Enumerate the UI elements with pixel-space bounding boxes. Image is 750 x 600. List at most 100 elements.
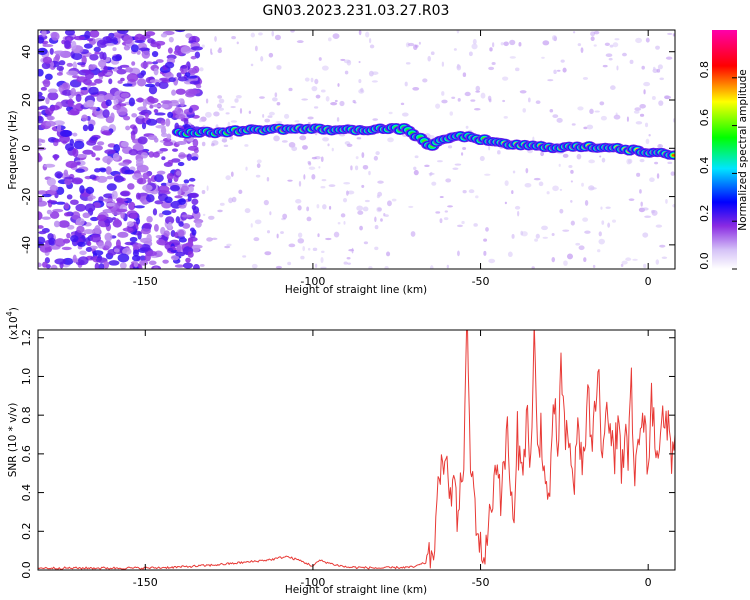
- noise-blob: [187, 145, 199, 151]
- noise-blob: [407, 42, 415, 47]
- noise-blob: [462, 146, 467, 150]
- noise-blob: [475, 90, 481, 93]
- noise-blob: [64, 178, 72, 186]
- noise-blob: [85, 82, 97, 86]
- noise-blob: [106, 202, 115, 207]
- noise-blob: [449, 111, 454, 116]
- noise-blob: [503, 41, 509, 47]
- noise-blob: [188, 185, 195, 193]
- noise-blob: [211, 143, 215, 147]
- snr-frame: [37, 329, 676, 571]
- noise-blob: [96, 94, 106, 103]
- noise-blob: [142, 184, 153, 192]
- noise-blob: [53, 154, 58, 161]
- x-tick-label: -50: [472, 576, 490, 589]
- noise-blob: [436, 160, 443, 163]
- noise-blob: [374, 224, 379, 230]
- noise-blob: [171, 158, 181, 163]
- noise-blob: [112, 104, 121, 111]
- noise-blob: [79, 250, 87, 256]
- noise-blob: [219, 202, 225, 206]
- noise-blob: [174, 30, 186, 33]
- noise-blob: [451, 96, 456, 100]
- noise-blob: [189, 227, 195, 233]
- noise-blob: [116, 68, 127, 75]
- noise-blob: [191, 204, 197, 211]
- noise-blob: [514, 205, 521, 210]
- noise-blob: [311, 85, 318, 92]
- noise-blob: [460, 152, 464, 156]
- noise-blob: [642, 232, 649, 238]
- noise-blob: [49, 211, 60, 219]
- noise-blob: [54, 171, 64, 179]
- noise-blob: [230, 171, 234, 177]
- noise-blob: [156, 170, 166, 175]
- noise-blob: [328, 205, 332, 210]
- noise-blob: [502, 99, 506, 103]
- noise-blob: [66, 62, 73, 67]
- noise-blob: [167, 47, 173, 54]
- noise-blob: [117, 253, 130, 263]
- noise-blob: [670, 171, 675, 176]
- noise-blob: [517, 210, 520, 217]
- noise-blob: [439, 196, 444, 199]
- noise-blob: [186, 153, 192, 161]
- noise-blob: [44, 107, 54, 115]
- noise-blob: [266, 230, 271, 234]
- noise-blob: [208, 215, 215, 220]
- noise-blob: [322, 204, 327, 210]
- noise-blob: [38, 138, 44, 143]
- noise-blob: [46, 177, 56, 187]
- noise-blob: [251, 263, 258, 269]
- noise-blob: [163, 141, 174, 147]
- noise-blob: [38, 230, 47, 235]
- noise-blob: [563, 260, 568, 266]
- noise-blob: [160, 103, 169, 109]
- noise-blob: [64, 40, 71, 49]
- noise-blob: [645, 37, 650, 43]
- noise-blob: [350, 165, 353, 171]
- noise-blob: [122, 83, 133, 87]
- noise-blob: [307, 122, 311, 125]
- noise-blob: [164, 196, 173, 204]
- noise-blob: [388, 111, 393, 115]
- noise-blob: [267, 115, 273, 118]
- noise-blob: [358, 61, 361, 64]
- noise-blob: [88, 86, 99, 95]
- noise-blob: [651, 95, 656, 101]
- x-tick-label: 0: [645, 576, 652, 589]
- noise-blob: [453, 48, 457, 51]
- spectrogram-ylabel: Frequency (Hz): [7, 110, 19, 189]
- noise-blob: [138, 115, 144, 119]
- noise-blob: [137, 136, 148, 145]
- noise-blob: [174, 106, 182, 115]
- noise-blob: [254, 45, 258, 52]
- noise-blob: [38, 262, 42, 268]
- noise-blob: [475, 85, 481, 92]
- noise-blob: [605, 206, 611, 209]
- noise-blob: [73, 35, 86, 41]
- noise-blob: [205, 98, 209, 104]
- noise-blob: [172, 148, 179, 152]
- noise-blob: [528, 97, 531, 103]
- noise-blob: [343, 59, 351, 64]
- noise-blob: [364, 199, 370, 203]
- snr-ylabel: SNR (10 * v/v): [7, 403, 19, 478]
- noise-blob: [56, 72, 63, 76]
- noise-blob: [634, 107, 642, 111]
- noise-blob: [226, 243, 232, 247]
- noise-blob: [115, 239, 121, 249]
- noise-blob: [373, 155, 378, 161]
- noise-blob: [321, 65, 329, 71]
- noise-blob: [153, 137, 159, 143]
- noise-blob: [135, 158, 144, 166]
- noise-blob: [598, 238, 605, 245]
- noise-blob: [473, 223, 478, 227]
- noise-blob: [102, 109, 110, 118]
- noise-blob: [374, 246, 379, 251]
- noise-blob: [475, 195, 479, 199]
- noise-blob: [53, 50, 66, 55]
- noise-blob: [188, 177, 196, 182]
- noise-blob: [72, 254, 77, 263]
- noise-blob: [418, 41, 421, 45]
